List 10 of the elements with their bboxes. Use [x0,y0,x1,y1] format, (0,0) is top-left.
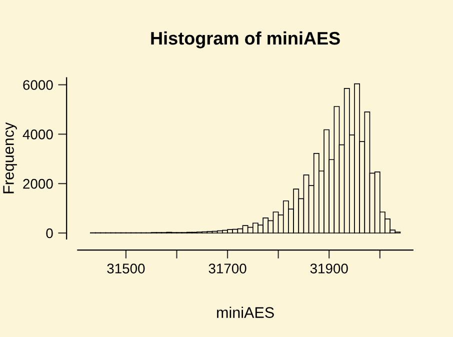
y-axis-title: Frequency [3,122,17,194]
y-tick-label: 4000 [22,130,53,140]
x-tick-label: 31900 [310,264,348,274]
chart-title: Histogram of miniAES [151,31,340,48]
y-tick-label: 6000 [23,80,53,90]
x-tick-label: 31500 [107,264,145,274]
y-tick-label: 2000 [23,178,53,189]
x-axis-title: miniAES [217,306,274,318]
y-tick-label: 0 [46,228,53,238]
x-tick-label: 31700 [208,264,246,274]
